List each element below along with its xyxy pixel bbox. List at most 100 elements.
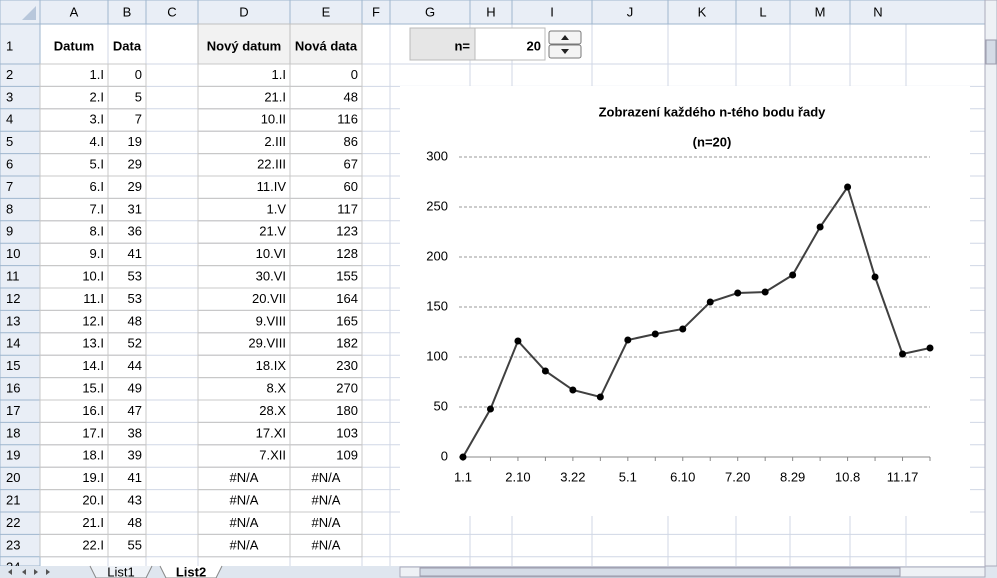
column-letter: M	[815, 4, 826, 19]
data-point	[816, 223, 824, 231]
cell-value: 5	[135, 89, 142, 104]
control-value: 20	[527, 38, 541, 53]
cell-value: 4.I	[90, 134, 104, 149]
cell-value: 116	[337, 112, 358, 127]
cell-value: 8.I	[90, 224, 104, 239]
data-point	[871, 273, 879, 281]
y-tick-label: 50	[434, 398, 448, 413]
row-number: 2	[6, 67, 13, 82]
cell-value: 230	[336, 358, 358, 373]
v-scrollbar[interactable]	[984, 0, 997, 567]
cell-value: 123	[336, 224, 358, 239]
cell-value: 14.I	[82, 358, 104, 373]
column-letter: L	[759, 4, 766, 19]
cell-value: 2.I	[90, 89, 104, 104]
y-tick-label: 250	[426, 198, 448, 213]
cell-value: 36	[128, 224, 142, 239]
column-letter: J	[627, 4, 634, 19]
cell-value: 7	[135, 112, 142, 127]
cell-value: 43	[128, 493, 142, 508]
cell-value: 18.I	[82, 448, 104, 463]
cell-value: 2.III	[264, 134, 286, 149]
cell-value: 53	[128, 291, 142, 306]
cell-value: 67	[344, 157, 358, 172]
cell-value: 13.I	[82, 336, 104, 351]
data-point	[459, 453, 467, 461]
data-point	[844, 183, 852, 191]
select-all	[22, 6, 36, 20]
cell-value: #N/A	[230, 493, 259, 508]
spinner-up-arrow	[561, 35, 569, 40]
table-header: Datum	[54, 38, 94, 53]
x-tick-label: 8.29	[780, 469, 805, 484]
cell-value: 15.I	[82, 381, 104, 396]
cell-value: 48	[344, 89, 358, 104]
cell-value: 180	[336, 403, 358, 418]
row-number: 10	[6, 246, 20, 261]
column-letter: C	[167, 4, 176, 19]
cell-value: 182	[336, 336, 358, 351]
cell-value: 6.I	[90, 179, 104, 194]
x-tick-label: 1.1	[454, 469, 472, 484]
cell-value: 22.III	[257, 157, 286, 172]
sheet-tab[interactable]	[159, 565, 223, 578]
table-header: Data	[113, 38, 142, 53]
row-number: 23	[6, 537, 20, 552]
row-number: 5	[6, 134, 13, 149]
column-letter: N	[873, 4, 882, 19]
column-letter: D	[239, 4, 248, 19]
control-label-cell	[409, 27, 476, 61]
row-number: 16	[6, 381, 20, 396]
sheet-tab[interactable]	[89, 565, 153, 578]
chart-title: Zobrazení každého n-tého bodu řady	[599, 104, 827, 119]
table-header: Nová data	[295, 38, 358, 53]
y-tick-label: 100	[426, 348, 448, 363]
row-number: 11	[6, 269, 20, 284]
cell-value: 20.I	[82, 493, 104, 508]
cell-value: 86	[344, 134, 358, 149]
cell-value: 5.I	[90, 157, 104, 172]
row-header-bar	[0, 23, 41, 567]
cell-value: 155	[336, 269, 358, 284]
x-tick-label: 10.8	[835, 469, 860, 484]
column-letter: K	[698, 4, 707, 19]
cell-value: 52	[128, 336, 142, 351]
column-letter: B	[123, 4, 132, 19]
column-letter: A	[70, 4, 79, 19]
x-tick-label: 7.20	[725, 469, 750, 484]
cell-value: 164	[336, 291, 358, 306]
x-tick-label: 5.1	[619, 469, 637, 484]
row-number: 20	[6, 470, 20, 485]
cell-value: 19	[128, 134, 142, 149]
cell-value: 11.IV	[257, 179, 287, 194]
cell-value: 12.I	[82, 313, 104, 328]
row-number: 18	[6, 425, 20, 440]
cell-value: 31	[128, 201, 142, 216]
row-number: 21	[6, 493, 20, 508]
v-scroll-thumb[interactable]	[985, 39, 997, 65]
cell-value: 19.I	[82, 470, 104, 485]
cell-value: 39	[128, 448, 142, 463]
cell-value: 1.I	[90, 67, 104, 82]
cell-value: #N/A	[312, 470, 341, 485]
control-label: n=	[454, 38, 470, 53]
cell-value: 28.X	[259, 403, 286, 418]
cell-value: 117	[337, 201, 358, 216]
cell-value: 49	[128, 381, 142, 396]
cell-value: 21.V	[259, 224, 286, 239]
cell-value: #N/A	[230, 537, 259, 552]
cell-value: 270	[336, 381, 358, 396]
table-cell	[107, 533, 147, 558]
row-number: 4	[6, 112, 13, 127]
row-number: 3	[6, 89, 13, 104]
header-cell	[289, 23, 363, 65]
control-value-cell	[474, 27, 546, 61]
cell-value: 7.XII	[259, 448, 286, 463]
cell-value: 41	[128, 246, 142, 261]
y-tick-label: 150	[426, 298, 448, 313]
cell-value: #N/A	[230, 470, 259, 485]
row-number: 7	[6, 179, 13, 194]
cell-value: 10.I	[82, 269, 104, 284]
h-scroll-thumb[interactable]	[419, 567, 901, 577]
